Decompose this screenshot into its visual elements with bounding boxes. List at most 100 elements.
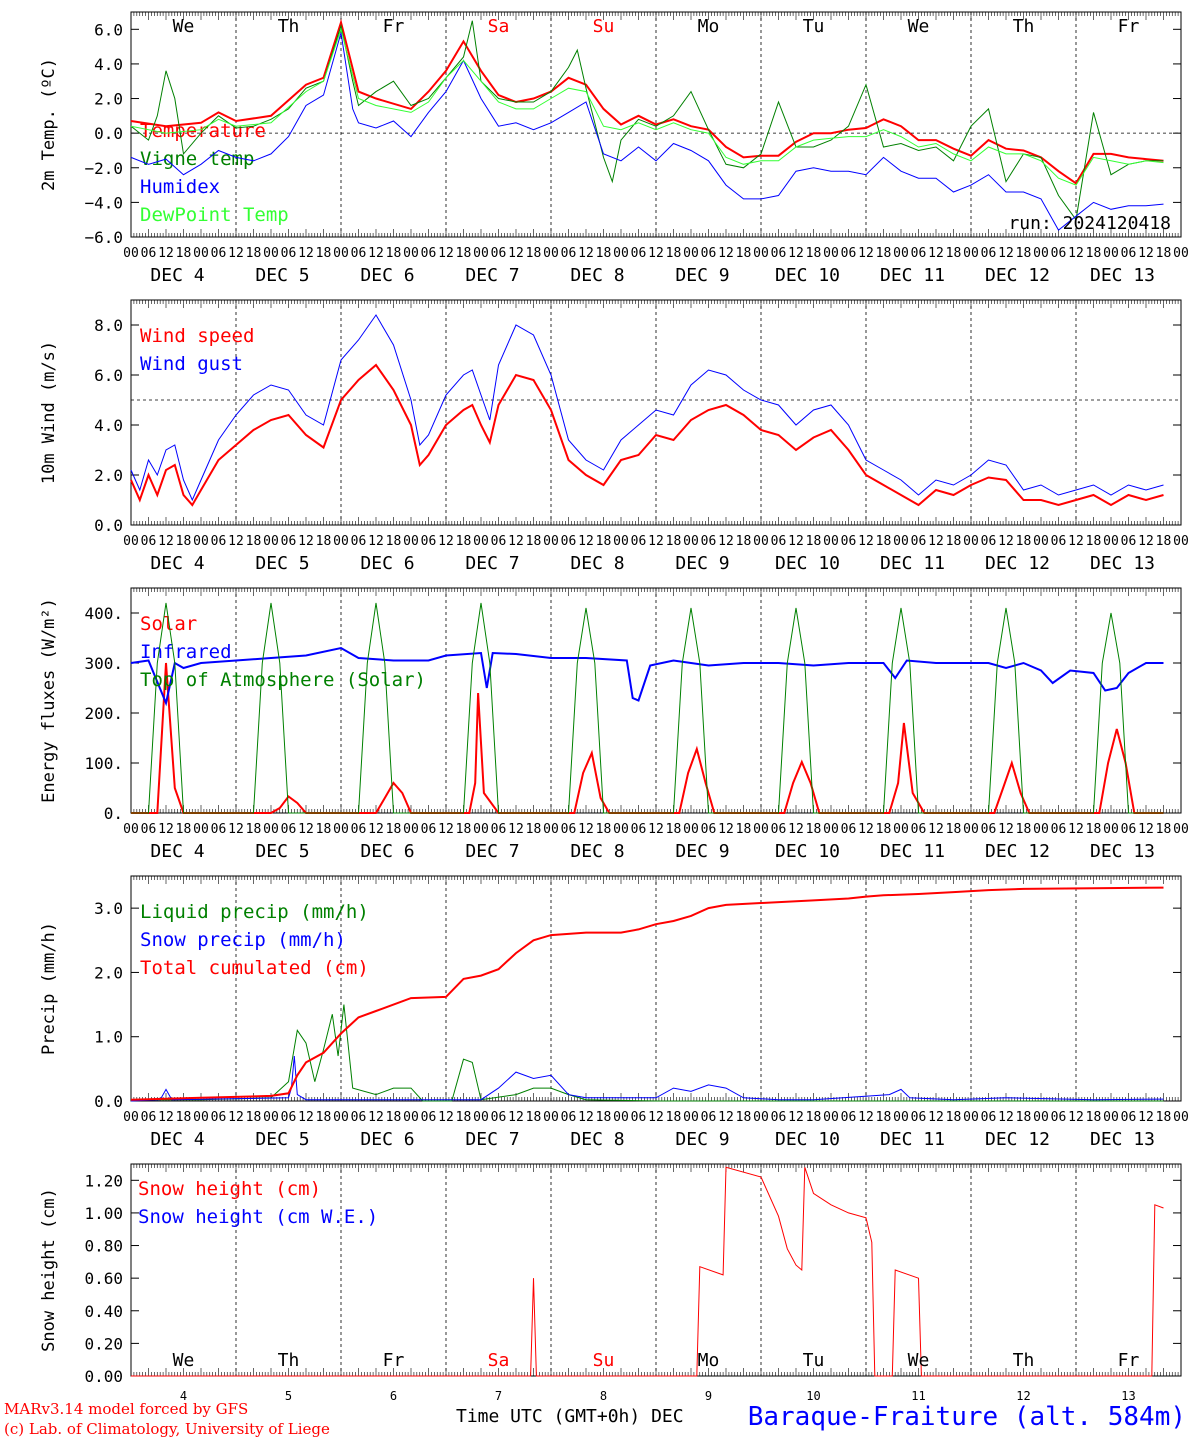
hour-tick-label: 18 <box>246 246 262 261</box>
hour-tick-label: 12 <box>228 822 244 837</box>
y-tick-label: 0.60 <box>84 1269 123 1288</box>
hour-tick-label: 18 <box>666 1110 682 1125</box>
hour-tick-label: 18 <box>246 822 262 837</box>
hour-tick-label: 18 <box>526 1110 542 1125</box>
hour-tick-label: 12 <box>438 246 454 261</box>
y-tick-label: 1.20 <box>84 1171 123 1190</box>
hour-tick-label: 12 <box>648 822 664 837</box>
hour-tick-label: 18 <box>876 822 892 837</box>
hour-tick-label: 18 <box>386 246 402 261</box>
hour-tick-label: 06 <box>1051 822 1067 837</box>
hour-tick-label: 06 <box>421 534 437 549</box>
date-label: DEC 8 <box>570 553 624 574</box>
day-number-label: 10 <box>806 1389 820 1403</box>
hour-tick-label: 12 <box>298 246 314 261</box>
weekday-label: Sa <box>488 16 510 37</box>
hour-tick-label: 06 <box>141 534 157 549</box>
date-label: DEC 7 <box>465 841 519 862</box>
chart-panel-5: 1.20 1.00 0.80 0.60 0.40 0.20 0.00 Snow height … <box>39 1163 1182 1403</box>
hour-tick-label: 00 <box>193 534 209 549</box>
weekday-label: Fr <box>383 16 405 37</box>
hour-tick-label: 06 <box>631 534 647 549</box>
run-annotation: run: 2024120418 <box>1008 213 1171 234</box>
hour-tick-label: 00 <box>1033 822 1049 837</box>
hour-tick-label: 00 <box>893 1110 909 1125</box>
chart-panel-2: 8.0 6.0 4.0 2.0 0.0 10m Wind (m/s) Wind speed W… <box>39 299 1189 574</box>
hour-tick-label: 12 <box>578 822 594 837</box>
legend-entry: Humidex <box>140 176 220 198</box>
hour-tick-label: 12 <box>858 246 874 261</box>
y-tick-label: 2.0 <box>94 90 123 109</box>
day-number-label: 6 <box>390 1389 397 1403</box>
hour-tick-label: 00 <box>683 1110 699 1125</box>
hour-tick-label: 06 <box>491 534 507 549</box>
y-tick-label: 6.0 <box>94 366 123 385</box>
hour-tick-label: 00 <box>263 1110 279 1125</box>
hour-tick-label: 06 <box>841 246 857 261</box>
hour-tick-label: 00 <box>263 822 279 837</box>
hour-tick-label: 00 <box>543 534 559 549</box>
hour-tick-label: 06 <box>421 246 437 261</box>
weekday-label: Su <box>593 16 615 37</box>
credit-line-2: (c) Lab. of Climatology, University of L… <box>4 1420 330 1438</box>
legend-entry: Total cumulated (cm) <box>140 957 369 979</box>
date-label: DEC 10 <box>775 265 840 286</box>
legend-entry: Infrared <box>140 641 232 663</box>
hour-tick-label: 12 <box>438 1110 454 1125</box>
day-number-label: 11 <box>911 1389 925 1403</box>
hour-tick-label: 18 <box>666 822 682 837</box>
hour-tick-label: 06 <box>981 534 997 549</box>
hour-tick-label: 00 <box>613 1110 629 1125</box>
hour-tick-label: 06 <box>421 822 437 837</box>
hour-tick-label: 06 <box>701 246 717 261</box>
hour-tick-label: 00 <box>193 1110 209 1125</box>
hour-tick-label: 12 <box>368 534 384 549</box>
weekday-label: Tu <box>803 1350 825 1371</box>
hour-tick-label: 06 <box>561 246 577 261</box>
legend-entry: Wind speed <box>140 325 254 347</box>
hour-tick-label: 12 <box>928 1110 944 1125</box>
hour-tick-label: 06 <box>841 822 857 837</box>
hour-tick-label: 00 <box>1173 1110 1189 1125</box>
hour-tick-label: 06 <box>911 1110 927 1125</box>
hour-tick-label: 06 <box>1051 534 1067 549</box>
date-label: DEC 13 <box>1090 1129 1155 1150</box>
date-label: DEC 12 <box>985 1129 1050 1150</box>
date-label: DEC 5 <box>255 553 309 574</box>
hour-tick-label: 12 <box>788 246 804 261</box>
date-label: DEC 8 <box>570 841 624 862</box>
hour-tick-label: 00 <box>193 822 209 837</box>
hour-tick-label: 00 <box>123 1110 139 1125</box>
hour-tick-label: 18 <box>456 1110 472 1125</box>
hour-tick-label: 18 <box>456 822 472 837</box>
y-tick-label: 0.0 <box>94 124 123 143</box>
hour-tick-label: 00 <box>613 246 629 261</box>
hour-tick-label: 00 <box>333 246 349 261</box>
hour-tick-label: 00 <box>543 822 559 837</box>
hour-tick-label: 06 <box>981 1110 997 1125</box>
series-line-3 <box>130 27 1164 186</box>
y-tick-label: 8.0 <box>94 316 123 335</box>
hour-tick-label: 00 <box>473 534 489 549</box>
hour-tick-label: 00 <box>753 246 769 261</box>
hour-tick-label: 18 <box>526 822 542 837</box>
y-tick-label: 100. <box>84 754 123 773</box>
hour-tick-label: 12 <box>788 534 804 549</box>
date-label: DEC 6 <box>360 265 414 286</box>
hour-tick-label: 00 <box>1033 534 1049 549</box>
hour-tick-label: 18 <box>176 246 192 261</box>
y-tick-label: 4.0 <box>94 416 123 435</box>
hour-tick-label: 06 <box>351 534 367 549</box>
date-label: DEC 11 <box>880 553 945 574</box>
date-label: DEC 4 <box>150 265 204 286</box>
date-label: DEC 11 <box>880 265 945 286</box>
hour-tick-label: 00 <box>193 246 209 261</box>
hour-tick-label: 00 <box>1033 1110 1049 1125</box>
hour-tick-label: 18 <box>736 534 752 549</box>
date-label: DEC 13 <box>1090 841 1155 862</box>
hour-tick-label: 00 <box>823 822 839 837</box>
hour-tick-label: 18 <box>456 534 472 549</box>
hour-tick-label: 06 <box>771 534 787 549</box>
hour-tick-label: 00 <box>613 534 629 549</box>
hour-tick-label: 18 <box>176 822 192 837</box>
